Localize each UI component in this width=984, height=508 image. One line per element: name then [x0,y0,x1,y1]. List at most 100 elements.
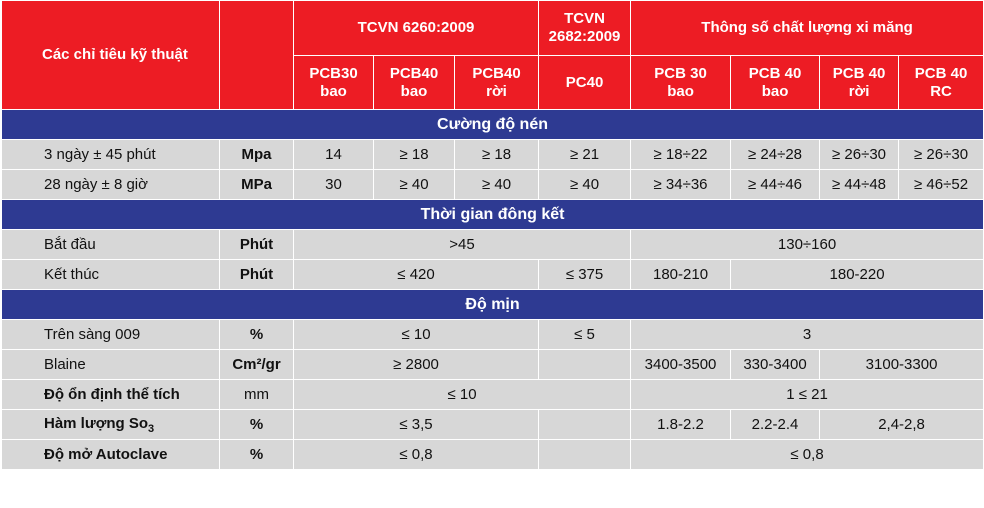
row-label: Trên sàng 009 [1,319,220,350]
value-cell: 2,4-2,8 [819,409,984,440]
value-cell: 130÷160 [630,229,984,260]
sub-header-line1: PC40 [565,73,604,91]
table-row: Bắt đầu Phút >45 130÷160 [1,229,984,260]
value-cell: ≥ 26÷30 [819,139,900,170]
sub-header-pcb40-roi: PCB40 rời [453,55,540,110]
sub-header-line1: PCB 40 [748,64,802,82]
value-cell: ≥ 2800 [292,349,540,380]
value-cell: 30 [293,169,374,200]
table-row: Blaine Cm²/gr ≥ 2800 3400-3500 330-3400 … [1,349,984,380]
table-row: Độ ổn định thể tích mm ≤ 10 1 ≤ 21 [1,379,984,410]
sub-header-line2: bao [400,82,428,100]
sub-header-line1: PCB 40 [832,64,886,82]
row-label: Độ mở Autoclave [1,439,220,470]
value-cell: ≥ 18 [373,139,455,170]
sub-header-line1: PCB40 [472,64,521,82]
quality-header: Thông số chất lượng xi măng [630,0,984,56]
tcvn2682-header: TCVN 2682:2009 [538,0,632,56]
sub-header-q-pcb40-rc: PCB 40 RC [898,55,984,110]
row-label: Bắt đầu [1,229,220,260]
sub-header-line2: bao [667,82,694,100]
value-cell [538,439,632,470]
value-cell: ≥ 18÷22 [630,139,732,170]
value-cell [538,349,632,380]
criteria-header: Các chỉ tiêu kỹ thuật [1,0,220,110]
value-cell: ≤ 3,5 [292,409,540,440]
value-cell: ≤ 0,8 [292,439,540,470]
row-unit: Phút [219,259,294,290]
value-cell: 2.2-2.4 [730,409,821,440]
value-cell: ≥ 34÷36 [630,169,732,200]
value-cell: 330-3400 [730,349,821,380]
value-cell: 14 [293,139,374,170]
row-label: 3 ngày ± 45 phút [1,139,220,170]
value-cell: 3100-3300 [819,349,984,380]
value-cell: 1 ≤ 21 [630,379,984,410]
table-row: 28 ngày ± 8 giờ MPa 30 ≥ 40 ≥ 40 ≥ 40 ≥ … [1,169,984,200]
value-cell: ≤ 420 [292,259,540,290]
row-unit: MPa [219,169,294,200]
value-cell: 3 [630,319,984,350]
sub-header-line1: PCB30 [309,64,358,82]
so3-label-text: Hàm lượng So [44,414,149,432]
sub-header-line2: bao [761,82,789,100]
value-cell: ≥ 26÷30 [898,139,984,170]
value-cell: ≥ 44÷48 [819,169,900,200]
table-row: Trên sàng 009 % ≤ 10 ≤ 5 3 [1,319,984,350]
value-cell: 1.8-2.2 [630,409,732,440]
row-unit: Mpa [219,139,294,170]
value-cell: ≥ 44÷46 [730,169,821,200]
tcvn2682-line1: TCVN [564,10,605,27]
section-setting-time: Thời gian đông kết [0,199,984,230]
sub-header-q-pcb40-bao: PCB 40 bao [730,55,821,110]
value-cell: ≤ 10 [292,319,540,350]
section-compressive-strength: Cường độ nén [0,109,984,140]
table-row: Kết thúc Phút ≤ 420 ≤ 375 180-210 180-22… [1,259,984,290]
sub-header-line2: RC [930,82,952,100]
value-cell: ≤ 10 [292,379,632,410]
value-cell: 180-210 [630,259,732,290]
table-row: 3 ngày ± 45 phút Mpa 14 ≥ 18 ≥ 18 ≥ 21 ≥… [1,139,984,170]
value-cell: ≥ 40 [453,169,540,200]
row-unit: % [219,409,294,440]
value-cell: ≥ 21 [538,139,632,170]
sub-header-line1: PCB 40 [914,64,968,82]
value-cell: ≥ 24÷28 [730,139,821,170]
row-label: Kết thúc [1,259,220,290]
sub-header-pcb30-bao: PCB30 bao [293,55,374,110]
tcvn6260-header: TCVN 6260:2009 [292,0,540,56]
cement-spec-table: Các chỉ tiêu kỹ thuật TCVN 6260:2009 TCV… [0,0,984,470]
value-cell: ≥ 46÷52 [898,169,984,200]
section-fineness: Độ mịn [0,289,984,320]
row-label: 28 ngày ± 8 giờ [1,169,220,200]
row-label: Độ ổn định thể tích [1,379,220,410]
value-cell: 180-220 [730,259,984,290]
tcvn2682-line2: 2682:2009 [548,28,621,45]
row-unit: Phút [219,229,294,260]
sub-header-line2: rời [848,82,870,100]
sub-header-line2: bao [320,82,347,100]
sub-header-q-pcb30-bao: PCB 30 bao [630,55,732,110]
table-row: Hàm lượng So3 % ≤ 3,5 1.8-2.2 2.2-2.4 2,… [1,409,984,440]
sub-header-pcb40-bao: PCB40 bao [373,55,455,110]
value-cell: >45 [292,229,632,260]
value-cell: ≤ 375 [538,259,632,290]
sub-header-q-pcb40-roi: PCB 40 rời [819,55,900,110]
value-cell: 3400-3500 [630,349,732,380]
row-unit: % [219,439,294,470]
value-cell: ≥ 40 [373,169,455,200]
table-row: Độ mở Autoclave % ≤ 0,8 ≤ 0,8 [1,439,984,470]
so3-subscript: 3 [148,422,155,435]
row-label: Hàm lượng So3 [1,409,220,440]
unit-header [219,0,294,110]
row-unit: mm [219,379,294,410]
row-unit: % [219,319,294,350]
sub-header-line2: rời [486,82,507,100]
sub-header-pc40: PC40 [538,55,632,110]
value-cell: ≥ 18 [453,139,540,170]
value-cell: ≥ 40 [538,169,632,200]
sub-header-line1: PCB 30 [654,64,707,82]
sub-header-line1: PCB40 [389,64,439,82]
row-unit: Cm²/gr [219,349,294,380]
row-label: Blaine [1,349,220,380]
